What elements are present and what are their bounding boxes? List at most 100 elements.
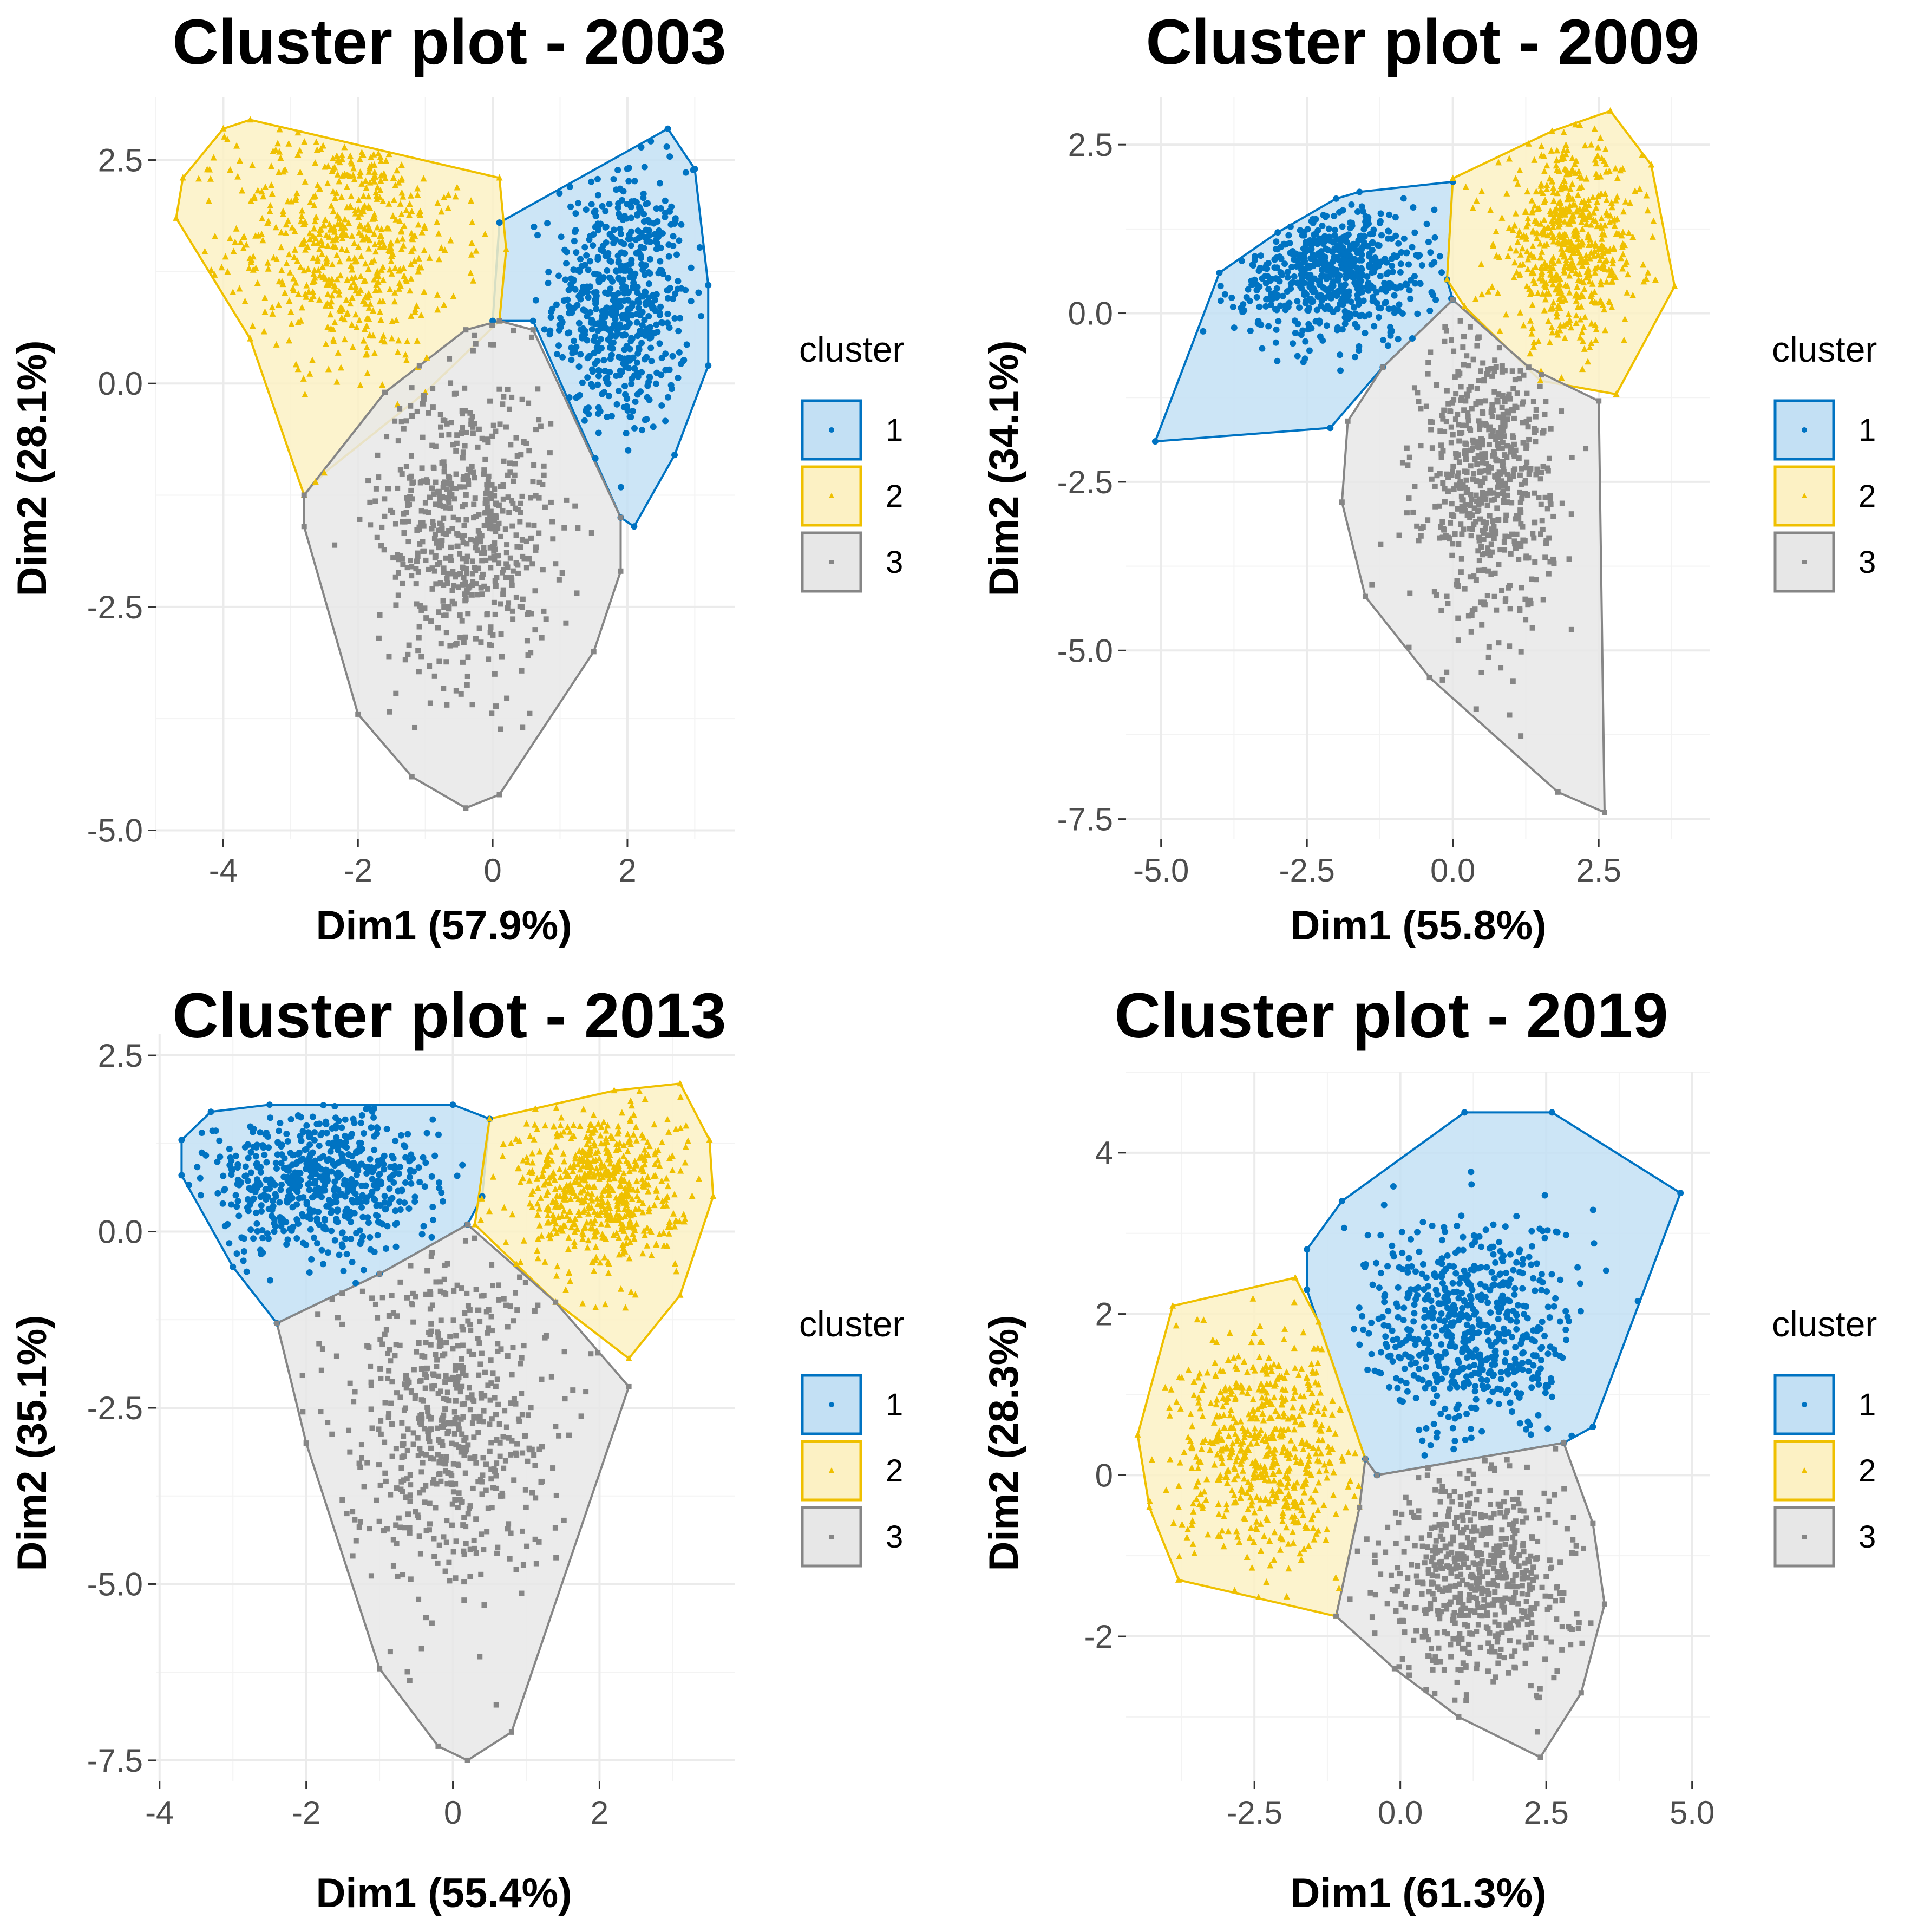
cluster-2-point xyxy=(321,469,328,476)
cluster-2-point xyxy=(631,1235,638,1242)
cluster-2-point xyxy=(1535,337,1542,344)
cluster-2-point xyxy=(358,252,365,259)
cluster-1-point xyxy=(671,452,678,459)
cluster-2-point xyxy=(1511,259,1518,266)
cluster-3-point xyxy=(429,526,435,532)
y-tick-label: 0.0 xyxy=(98,365,143,402)
cluster-3-point xyxy=(418,508,424,514)
cluster-1-point xyxy=(625,289,632,296)
cluster-1-point xyxy=(284,1138,291,1145)
cluster-1-point xyxy=(1289,279,1296,286)
cluster-2-point xyxy=(1566,264,1573,271)
cluster-1-point xyxy=(285,1187,292,1195)
cluster-3-point xyxy=(427,494,433,500)
cluster-3-point xyxy=(1518,510,1524,515)
cluster-2-point xyxy=(567,1195,574,1202)
cluster-2-point xyxy=(233,225,240,232)
cluster-3-point xyxy=(1464,393,1470,399)
cluster-1-point xyxy=(1274,229,1281,236)
cluster-2-point xyxy=(585,1210,592,1217)
cluster-1-point xyxy=(243,1172,250,1179)
cluster-2-point xyxy=(348,283,355,290)
cluster-3-point xyxy=(1480,567,1486,573)
cluster-2-point xyxy=(677,1093,684,1100)
cluster-2-point xyxy=(1514,180,1521,187)
cluster-1-point xyxy=(624,165,631,172)
cluster-1-point xyxy=(1298,331,1305,338)
cluster-3-point xyxy=(395,552,401,558)
cluster-1-point xyxy=(253,1209,260,1216)
cluster-2-point xyxy=(1624,289,1631,296)
cluster-3-point xyxy=(395,592,401,598)
cluster-2-point xyxy=(1543,162,1550,169)
cluster-3-point xyxy=(437,412,443,417)
cluster-1-point xyxy=(436,1185,443,1192)
cluster-2-point xyxy=(356,155,363,162)
cluster-3-point xyxy=(398,419,404,425)
cluster-1-point xyxy=(683,341,690,348)
cluster-2-point xyxy=(1609,256,1617,263)
cluster-1-point xyxy=(375,1218,382,1225)
cluster-1-point xyxy=(219,1200,226,1207)
cluster-1-point xyxy=(1288,264,1295,271)
cluster-3-point xyxy=(409,413,415,419)
cluster-1-point xyxy=(1337,351,1344,358)
cluster-1-point xyxy=(1281,241,1288,248)
cluster-3-point xyxy=(443,555,449,561)
cluster-3-point xyxy=(1495,484,1501,490)
cluster-2-point xyxy=(338,155,345,162)
cluster-3-point xyxy=(1526,436,1532,442)
cluster-1-point xyxy=(1291,273,1298,280)
cluster-3-point xyxy=(429,565,435,571)
cluster-2-point xyxy=(560,1207,567,1214)
cluster-1-point xyxy=(634,227,642,234)
cluster-2-point xyxy=(230,288,237,295)
cluster-1-point xyxy=(317,1132,324,1139)
cluster-2-point xyxy=(264,219,271,226)
cluster-2-point xyxy=(1614,174,1621,181)
cluster-2-point xyxy=(576,1211,583,1218)
cluster-2-point xyxy=(507,1139,514,1146)
cluster-1-point xyxy=(307,1226,314,1233)
cluster-2-point xyxy=(1639,151,1646,158)
cluster-3-point xyxy=(463,429,469,435)
cluster-2-point xyxy=(584,1244,591,1251)
cluster-2-point xyxy=(1554,275,1561,282)
cluster-3-point xyxy=(1440,416,1446,422)
cluster-2-point xyxy=(1592,321,1599,328)
cluster-2-point xyxy=(1585,265,1592,272)
cluster-3-point xyxy=(420,539,426,545)
cluster-2-point xyxy=(356,221,363,229)
cluster-3-point xyxy=(1522,480,1528,486)
cluster-2-point xyxy=(1549,265,1556,272)
cluster-1-point xyxy=(1397,284,1404,291)
cluster-2-point xyxy=(294,318,302,325)
cluster-1-point xyxy=(265,1144,272,1151)
cluster-2-point xyxy=(330,154,337,161)
cluster-2-point xyxy=(1555,296,1562,303)
cluster-1-point xyxy=(1277,302,1284,309)
cluster-1-point xyxy=(1338,247,1345,254)
cluster-3-point xyxy=(386,654,392,660)
cluster-3-point xyxy=(1471,505,1477,511)
cluster-1-point xyxy=(1321,305,1328,312)
cluster-2-point xyxy=(332,194,339,201)
cluster-2-point xyxy=(286,269,293,276)
cluster-1-point xyxy=(1403,249,1410,256)
cluster-2-point xyxy=(580,1186,587,1193)
cluster-2-point xyxy=(336,219,343,226)
cluster-1-point xyxy=(545,269,552,276)
cluster-2-point xyxy=(572,1155,579,1162)
cluster-2-point xyxy=(1598,214,1605,221)
cluster-2-point xyxy=(583,1162,590,1169)
cluster-1-point xyxy=(350,1183,357,1190)
cluster-2-point xyxy=(426,254,433,261)
cluster-1-point xyxy=(625,447,632,454)
cluster-1-point xyxy=(638,340,645,347)
cluster-3-point xyxy=(1404,445,1410,451)
cluster-1-point xyxy=(680,357,688,364)
cluster-3-point xyxy=(403,464,409,469)
cluster-3-point xyxy=(536,479,542,485)
cluster-2-point xyxy=(260,328,267,335)
cluster-2-point xyxy=(513,1260,520,1267)
